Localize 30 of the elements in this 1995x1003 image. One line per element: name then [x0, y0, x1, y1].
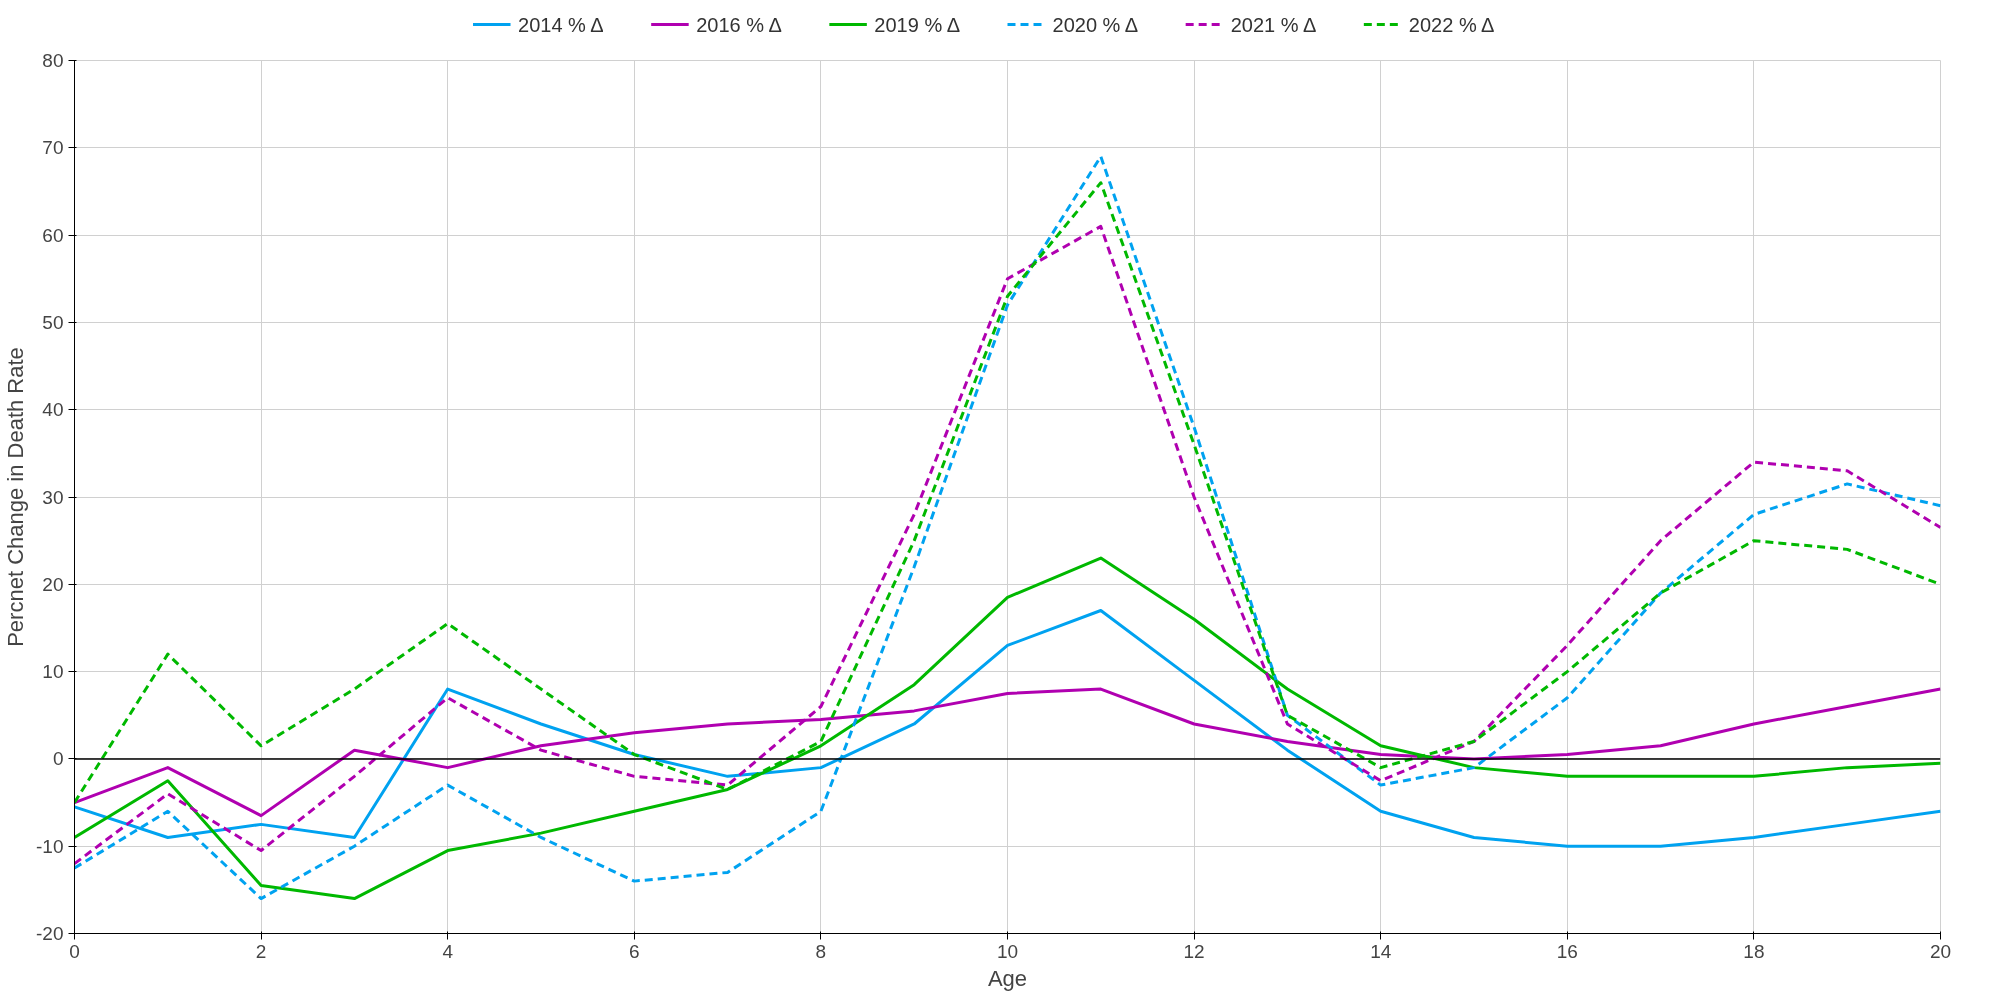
- x-tick-label: 8: [815, 940, 827, 962]
- legend-label: 2021 % Δ: [1230, 13, 1317, 36]
- x-tick-label: 10: [996, 940, 1019, 962]
- legend-label: 2022 % Δ: [1408, 13, 1495, 36]
- x-tick-label: 0: [69, 940, 80, 962]
- y-tick-label: -10: [36, 835, 64, 857]
- y-tick-label: 20: [42, 573, 64, 595]
- legend-label: 2016 % Δ: [696, 13, 782, 36]
- x-axis-title: Age: [987, 965, 1028, 991]
- y-tick-label: 30: [42, 486, 64, 508]
- x-tick-label: 20: [1929, 940, 1952, 962]
- legend-label: 2020 % Δ: [1052, 13, 1139, 36]
- x-tick-label: 6: [629, 940, 640, 962]
- y-tick-label: 10: [42, 661, 64, 683]
- x-tick-label: 18: [1743, 940, 1765, 962]
- y-axis-title: Percnet Change in Death Rate: [3, 347, 29, 647]
- x-tick-label: 14: [1370, 940, 1392, 962]
- y-tick-label: 60: [42, 224, 64, 246]
- x-tick-label: 4: [442, 940, 454, 962]
- legend-label: 2014 % Δ: [518, 13, 604, 36]
- y-tick-label: 40: [42, 399, 64, 421]
- x-tick-label: 16: [1556, 940, 1578, 962]
- y-tick-label: 0: [52, 748, 64, 770]
- y-tick-label: 50: [42, 311, 64, 333]
- y-tick-label: -20: [36, 923, 64, 944]
- legend-label: 2019 % Δ: [874, 13, 960, 36]
- y-tick-label: 80: [42, 50, 64, 71]
- y-tick-label: 70: [42, 137, 64, 159]
- x-tick-label: 12: [1183, 940, 1205, 962]
- x-tick-label: 2: [255, 940, 267, 962]
